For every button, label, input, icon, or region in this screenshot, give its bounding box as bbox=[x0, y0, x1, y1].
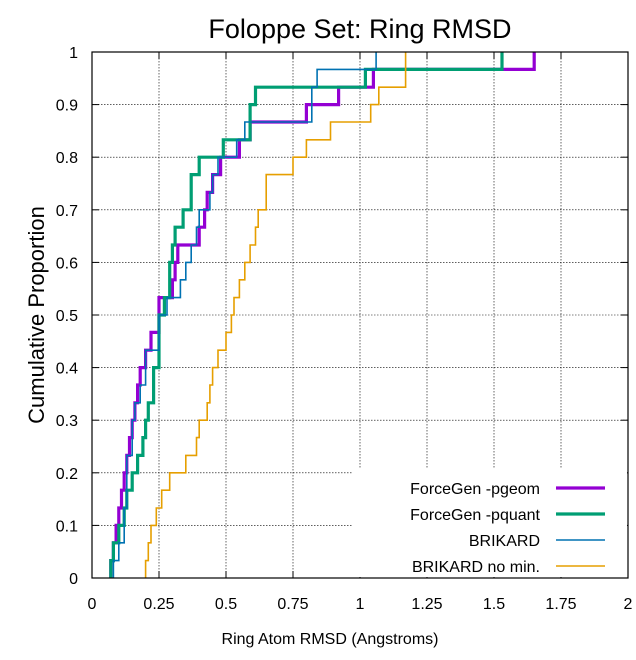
x-tick-label: 0 bbox=[88, 596, 97, 613]
y-tick-label: 0.5 bbox=[56, 308, 78, 325]
x-tick-label: 0.75 bbox=[277, 596, 308, 613]
x-tick-label: 0.25 bbox=[143, 596, 174, 613]
series-lines bbox=[109, 52, 536, 578]
axis-ticks: 0 0.25 0.5 0.75 1 1.25 1.5 1.75 2 0 0.1 0.2 0.3 0.4 0.… bbox=[56, 45, 633, 613]
x-tick-label: 1.5 bbox=[483, 596, 505, 613]
x-tick-label: 1.25 bbox=[411, 596, 442, 613]
legend-label: BRIKARD no min. bbox=[412, 559, 540, 576]
x-tick-label: 0.5 bbox=[215, 596, 237, 613]
y-tick-label: 0.3 bbox=[56, 413, 78, 430]
series-line bbox=[112, 52, 377, 578]
series-line bbox=[144, 52, 407, 578]
y-tick-label: 0.2 bbox=[56, 466, 78, 483]
y-tick-label: 0.7 bbox=[56, 203, 78, 220]
y-tick-label: 0.4 bbox=[56, 361, 78, 378]
x-axis-label: Ring Atom RMSD (Angstroms) bbox=[222, 631, 439, 648]
x-tick-label: 1.75 bbox=[545, 596, 576, 613]
y-tick-label: 0 bbox=[69, 571, 78, 588]
y-tick-label: 0.1 bbox=[56, 518, 78, 535]
y-tick-label: 0.8 bbox=[56, 150, 78, 167]
legend-label: BRIKARD bbox=[469, 533, 540, 550]
legend: ForceGen -pgeom ForceGen -pquant BRIKARD BR… bbox=[352, 468, 627, 577]
y-tick-label: 1 bbox=[69, 45, 78, 62]
chart-title: Foloppe Set: Ring RMSD bbox=[208, 14, 511, 44]
legend-background bbox=[352, 468, 627, 577]
y-tick-label: 0.6 bbox=[56, 255, 78, 272]
x-tick-label: 1 bbox=[356, 596, 365, 613]
x-tick-label: 2 bbox=[624, 596, 633, 613]
y-tick-label: 0.9 bbox=[56, 98, 78, 115]
y-axis-label: Cumulative Proportion bbox=[24, 206, 49, 424]
legend-label: ForceGen -pgeom bbox=[410, 481, 540, 498]
legend-label: ForceGen -pquant bbox=[410, 507, 540, 524]
